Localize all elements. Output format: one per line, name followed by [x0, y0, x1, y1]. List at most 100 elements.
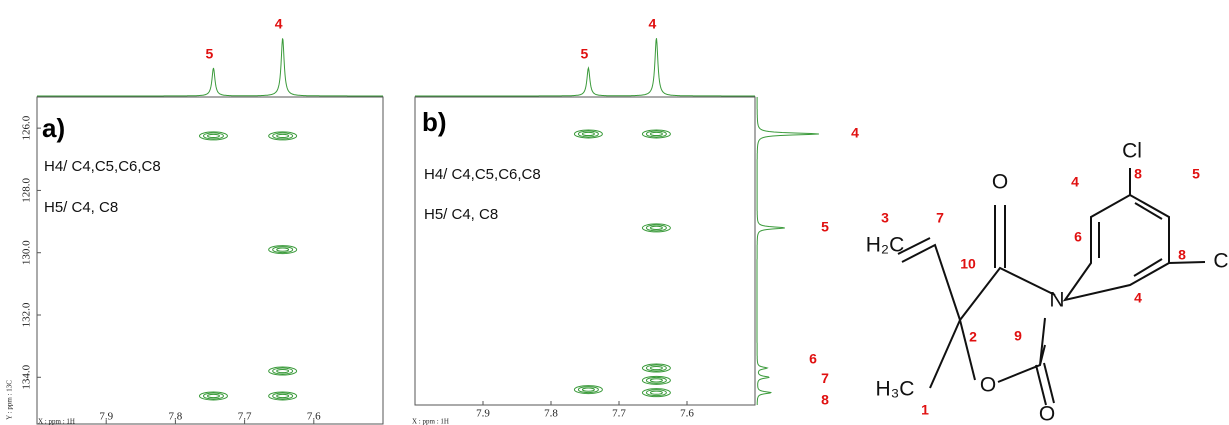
atom-number: 8 — [1134, 166, 1142, 182]
x-axis-label: X : ppm : 1H — [412, 418, 449, 425]
contour-ring — [577, 386, 599, 394]
plot-frame — [36, 96, 384, 425]
cross-peak — [198, 131, 228, 141]
y-tick-label: 130.0 — [21, 240, 33, 265]
structure: Cl O H₂C H₃C N O O C 8 4 5 3 7 6 8 10 2 9 1 4 — [866, 140, 1229, 425]
atom-number: 4 — [1071, 174, 1079, 190]
x-tick-label: 7.7 — [612, 408, 626, 420]
contour-ring — [641, 129, 671, 139]
contour-ring — [581, 131, 595, 137]
atom-number: 9 — [1014, 328, 1022, 344]
panel-label: a) — [42, 113, 65, 143]
cross-peak — [641, 223, 671, 233]
cross-peak — [641, 363, 671, 373]
cross-peak — [198, 391, 228, 401]
x-tick-label: 7.9 — [99, 411, 113, 423]
atom-label: H₂C — [866, 234, 904, 257]
cross-peak — [641, 388, 671, 398]
y-tick-label: 128.0 — [21, 178, 33, 203]
contour-ring — [276, 247, 290, 252]
contour-ring — [645, 364, 667, 372]
side-label: 6 — [809, 351, 817, 367]
atom-number: 7 — [936, 210, 944, 226]
x-axis-label: X : ppm : 1H — [38, 418, 75, 425]
x-tick-label: 7.7 — [238, 411, 252, 423]
contour-ring — [206, 393, 220, 399]
contour-ring — [272, 246, 294, 254]
projection-trace — [37, 38, 383, 97]
contour-ring — [276, 368, 290, 374]
contour-ring — [276, 133, 290, 139]
atom-label: H₃C — [876, 378, 915, 401]
projection-label: 5 — [581, 46, 589, 62]
side-label: 8 — [821, 391, 829, 407]
contour-ring — [641, 363, 671, 373]
y-tick-label: 134.0 — [21, 364, 33, 389]
atom-number: 1 — [921, 402, 929, 418]
x-tick-label: 7.9 — [476, 408, 490, 420]
contour-ring — [581, 387, 595, 392]
atom-label: O — [980, 374, 996, 397]
cross-peak — [573, 385, 603, 395]
contour-ring — [649, 390, 663, 395]
contour-ring — [268, 391, 298, 401]
contour-ring — [198, 131, 228, 141]
atom-number: 3 — [881, 210, 889, 226]
contour-ring — [641, 388, 671, 398]
contour-ring — [202, 132, 224, 140]
projection-label: 5 — [206, 46, 214, 62]
projection-trace — [415, 38, 755, 97]
contour-ring — [641, 375, 671, 385]
contour-ring — [198, 391, 228, 401]
contour-ring — [577, 130, 599, 138]
contour-ring — [272, 132, 294, 140]
contour-ring — [649, 131, 663, 137]
cross-peak — [268, 391, 298, 401]
contour-ring — [573, 129, 603, 139]
contour-ring — [268, 131, 298, 141]
atom-label: Cl — [1122, 140, 1142, 163]
contour-ring — [645, 389, 667, 397]
contour-ring — [268, 245, 298, 255]
atom-label: C — [1213, 250, 1228, 273]
side-trace — [756, 97, 819, 405]
cross-peak — [268, 366, 298, 376]
bonds — [897, 168, 1206, 406]
side-label: 7 — [821, 370, 829, 386]
atom-label: O — [1039, 403, 1055, 425]
cross-peak — [641, 129, 671, 139]
cross-peak — [641, 375, 671, 385]
contour-ring — [645, 376, 667, 384]
annotation: H5/ C4, C8 — [44, 199, 118, 216]
x-tick-label: 7.6 — [307, 411, 321, 423]
y-tick-label: 126.0 — [21, 115, 33, 140]
atom-number: 5 — [1192, 166, 1200, 182]
contour-ring — [649, 378, 663, 383]
atom-label: O — [992, 171, 1008, 194]
contour-ring — [641, 223, 671, 233]
contour-ring — [649, 365, 663, 371]
y-tick-label: 132.0 — [21, 302, 33, 327]
cross-peak — [268, 131, 298, 141]
x-tick-label: 7.8 — [544, 408, 558, 420]
plot-frame — [414, 96, 756, 406]
side-label: 4 — [851, 125, 859, 141]
x-tick-label: 7.8 — [169, 411, 183, 423]
contour-ring — [268, 366, 298, 376]
contour-ring — [573, 385, 603, 395]
contour-ring — [645, 224, 667, 232]
contour-ring — [272, 392, 294, 400]
x-tick-label: 7.6 — [680, 408, 694, 420]
contour-ring — [276, 393, 290, 399]
contour-ring — [202, 392, 224, 400]
projection-label: 4 — [649, 16, 657, 32]
side-label: 5 — [821, 219, 829, 235]
annotation: H5/ C4, C8 — [424, 206, 498, 223]
annotation: H4/ C4,C5,C6,C8 — [44, 158, 161, 175]
y-axis-label: Y : ppm : 13C — [6, 380, 14, 420]
atom-number: 10 — [960, 256, 976, 272]
atom-label: N — [1049, 289, 1064, 312]
atom-number: 2 — [969, 329, 977, 345]
contour-ring — [649, 225, 663, 230]
